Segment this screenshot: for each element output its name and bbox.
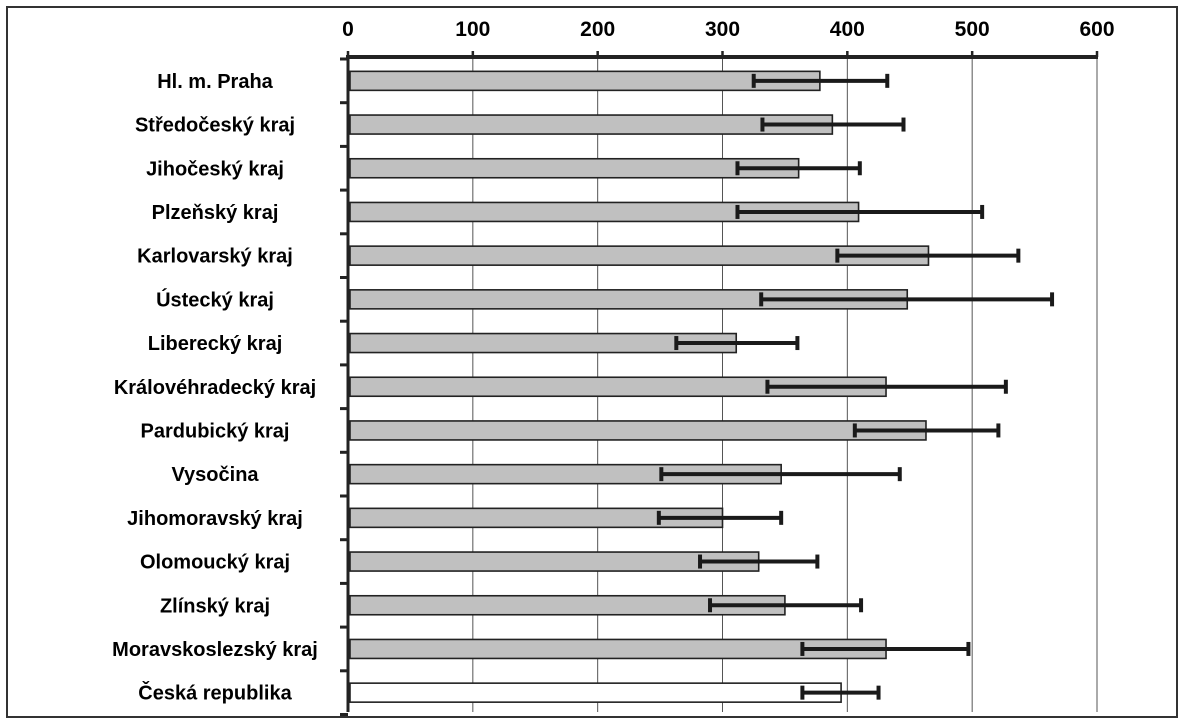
x-tick-label: 100 [455, 18, 490, 41]
label-layer: 0 100 200 300 400 500 600 Hl. m. Praha Středočes… [112, 18, 1114, 705]
category-label: Vysočina [171, 464, 259, 486]
x-tick-label: 0 [342, 18, 354, 41]
bar-layer [349, 70, 1055, 703]
category-label: Plzeňský kraj [152, 202, 279, 224]
category-label: Pardubický kraj [141, 420, 290, 442]
category-label: Středočeský kraj [135, 115, 295, 137]
bar [349, 551, 760, 572]
bar [349, 682, 842, 703]
x-tick-label: 500 [955, 18, 990, 41]
category-label: Moravskoslezský kraj [112, 639, 318, 661]
bar [349, 114, 834, 135]
category-label: Hl. m. Praha [157, 71, 273, 93]
bar [349, 157, 800, 179]
bar [349, 70, 821, 92]
category-label: Jihomoravský kraj [127, 508, 303, 530]
axis-layer [340, 51, 1099, 716]
bar [349, 420, 927, 441]
x-tick-label: 400 [830, 18, 865, 41]
category-label: Ústecký kraj [156, 287, 274, 311]
category-label: Zlínský kraj [160, 595, 270, 617]
category-label: Liberecký kraj [148, 333, 283, 355]
category-label: Jihočeský kraj [146, 158, 284, 180]
category-label: Karlovarský kraj [137, 246, 293, 268]
x-tick-label: 200 [580, 18, 615, 41]
category-label: Česká republika [138, 681, 292, 705]
x-tick-label: 300 [705, 18, 740, 41]
category-label: Královéhradecký kraj [114, 377, 316, 399]
category-label: Olomoucký kraj [140, 552, 290, 574]
x-tick-label: 600 [1079, 18, 1114, 41]
